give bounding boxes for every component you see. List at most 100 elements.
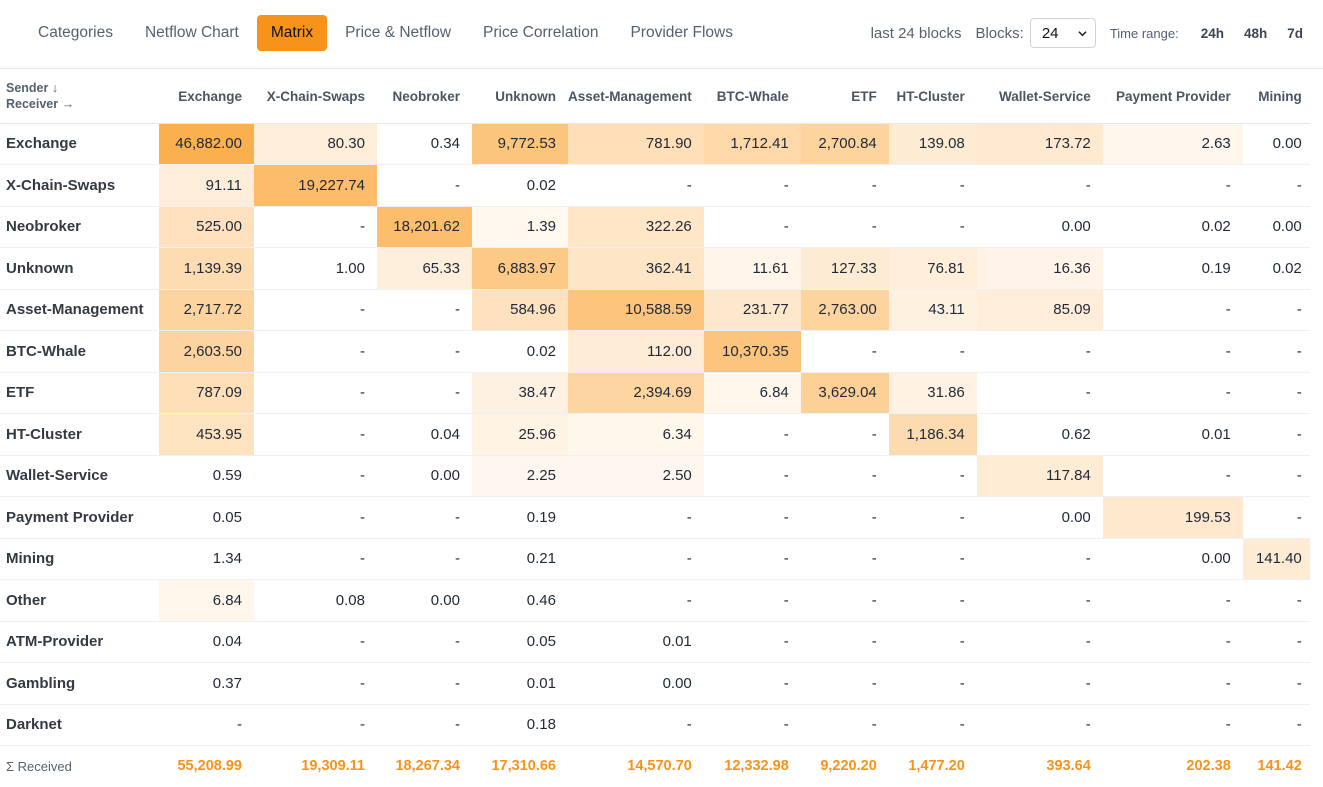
matrix-cell: -	[568, 164, 704, 207]
matrix-cell: 117.84	[976, 455, 1103, 497]
matrix-cell: 3,629.04	[800, 372, 889, 414]
matrix-cell: 0.04	[159, 621, 254, 663]
matrix-cell: -	[568, 496, 704, 539]
row-header: Unknown	[0, 247, 159, 290]
matrix-cell: -	[1102, 662, 1243, 705]
time-range-7d-button[interactable]: 7d	[1287, 25, 1303, 41]
time-range-48h-button[interactable]: 48h	[1243, 25, 1268, 41]
matrix-cell: 1,186.34	[888, 413, 977, 456]
matrix-cell: -	[377, 538, 472, 580]
matrix-cell: -	[1102, 455, 1243, 497]
matrix-cell: 1.00	[254, 247, 377, 290]
column-header[interactable]: Exchange	[159, 70, 254, 124]
matrix-cell: -	[703, 621, 801, 663]
matrix-cell: -	[254, 206, 377, 248]
tab-categories[interactable]: Categories	[38, 24, 113, 41]
matrix-cell: 0.05	[472, 621, 568, 663]
matrix-cell: -	[976, 704, 1103, 746]
row-header: BTC-Whale	[0, 330, 159, 373]
column-header[interactable]: Neobroker	[377, 70, 472, 124]
matrix-cell: 127.33	[800, 247, 889, 290]
matrix-cell: -	[703, 413, 801, 456]
matrix-cell: -	[800, 662, 889, 705]
column-header[interactable]: HT-Cluster	[888, 70, 977, 124]
matrix-cell: 0.19	[1102, 247, 1243, 290]
matrix-cell: 139.08	[888, 123, 977, 165]
matrix-cell: -	[703, 206, 801, 248]
matrix-cell: -	[1242, 579, 1310, 622]
row-header: ETF	[0, 372, 159, 414]
row-header: X-Chain-Swaps	[0, 164, 159, 207]
matrix-cell: -	[1102, 372, 1243, 414]
matrix-cell: -	[888, 704, 977, 746]
matrix-cell: 0.05	[159, 496, 254, 539]
matrix-cell: -	[800, 621, 889, 663]
tab-provider-flows[interactable]: Provider Flows	[630, 24, 733, 41]
total-cell: 17,310.66	[491, 758, 556, 775]
toolbar-controls: last 24 blocks Blocks: 24 Time range: 24…	[871, 16, 1313, 50]
row-header: HT-Cluster	[0, 413, 159, 456]
matrix-cell: -	[976, 621, 1103, 663]
matrix-cell: 2.50	[568, 455, 704, 497]
matrix-cell: -	[254, 621, 377, 663]
receiver-axis-label: Receiver →	[6, 97, 75, 112]
matrix-cell: 199.53	[1102, 496, 1243, 539]
column-header[interactable]: Asset-Management	[568, 70, 704, 124]
blocks-label: Blocks:	[975, 24, 1024, 42]
matrix-cell: -	[1102, 289, 1243, 331]
blocks-select-value: 24	[1041, 24, 1059, 42]
row-header: ATM-Provider	[0, 621, 159, 663]
column-header[interactable]: BTC-Whale	[703, 70, 801, 124]
matrix-cell: -	[703, 662, 801, 705]
column-header[interactable]: Wallet-Service	[976, 70, 1103, 124]
sender-axis-label: Sender ↓	[6, 81, 59, 96]
tab-price-correlation[interactable]: Price Correlation	[483, 24, 599, 41]
matrix-cell: 2,717.72	[159, 289, 254, 331]
matrix-cell: 231.77	[703, 289, 801, 331]
total-cell: 12,332.98	[724, 758, 789, 775]
matrix-cell: 46,882.00	[159, 123, 254, 165]
row-header: Payment Provider	[0, 496, 159, 539]
matrix-cell: 0.21	[472, 538, 568, 580]
matrix-cell: -	[254, 704, 377, 746]
matrix-cell: 0.02	[472, 330, 568, 373]
total-cell: 202.38	[1186, 758, 1231, 775]
tab-matrix[interactable]: Matrix	[256, 15, 328, 51]
matrix-cell: 173.72	[976, 123, 1103, 165]
time-range-24h-button[interactable]: 24h	[1200, 25, 1224, 41]
matrix-cell: 0.00	[1242, 206, 1310, 248]
matrix-cell: 141.40	[1242, 538, 1310, 580]
matrix-cell: -	[800, 164, 889, 207]
column-header[interactable]: Payment Provider	[1102, 70, 1243, 124]
column-header[interactable]: ETF	[800, 70, 889, 124]
tab-netflow-chart[interactable]: Netflow Chart	[144, 24, 239, 41]
table-row: Exchange 46,882.00 80.30 0.34 9,772.53 781.90…	[0, 123, 1310, 165]
matrix-cell: 2,763.00	[800, 289, 889, 331]
column-header[interactable]: X-Chain-Swaps	[254, 70, 377, 124]
column-header[interactable]: Mining	[1242, 70, 1310, 124]
matrix-cell: -	[888, 662, 977, 705]
matrix-cell: -	[800, 538, 889, 580]
matrix-cell: -	[377, 372, 472, 414]
matrix-cell: 19,227.74	[254, 164, 377, 207]
matrix-cell: -	[1102, 621, 1243, 663]
total-cell: 9,220.20	[820, 758, 877, 775]
table-row: BTC-Whale 2,603.50- -0.02 112.00 10,370.35- -…	[0, 330, 1310, 373]
matrix-cell: 0.01	[1102, 413, 1243, 456]
matrix-cell: 525.00	[159, 206, 254, 248]
view-tabs: Categories Netflow Chart Matrix Price & …	[24, 15, 751, 51]
matrix-cell: 18,201.62	[377, 206, 472, 248]
matrix-corner-label: Sender ↓ Receiver →	[0, 70, 159, 124]
matrix-cell: -	[800, 579, 889, 622]
matrix-cell: -	[703, 164, 801, 207]
column-header[interactable]: Unknown	[472, 70, 568, 124]
matrix-cell: -	[1242, 662, 1310, 705]
matrix-cell: 0.00	[1102, 538, 1243, 580]
matrix-cell: -	[888, 621, 977, 663]
tab-price-netflow[interactable]: Price & Netflow	[345, 24, 452, 41]
matrix-cell: 0.00	[377, 579, 472, 622]
matrix-cell: -	[254, 662, 377, 705]
blocks-select[interactable]: 24	[1029, 18, 1096, 48]
total-cell: 1,477.20	[908, 758, 965, 775]
matrix-cell: 76.81	[888, 247, 977, 290]
